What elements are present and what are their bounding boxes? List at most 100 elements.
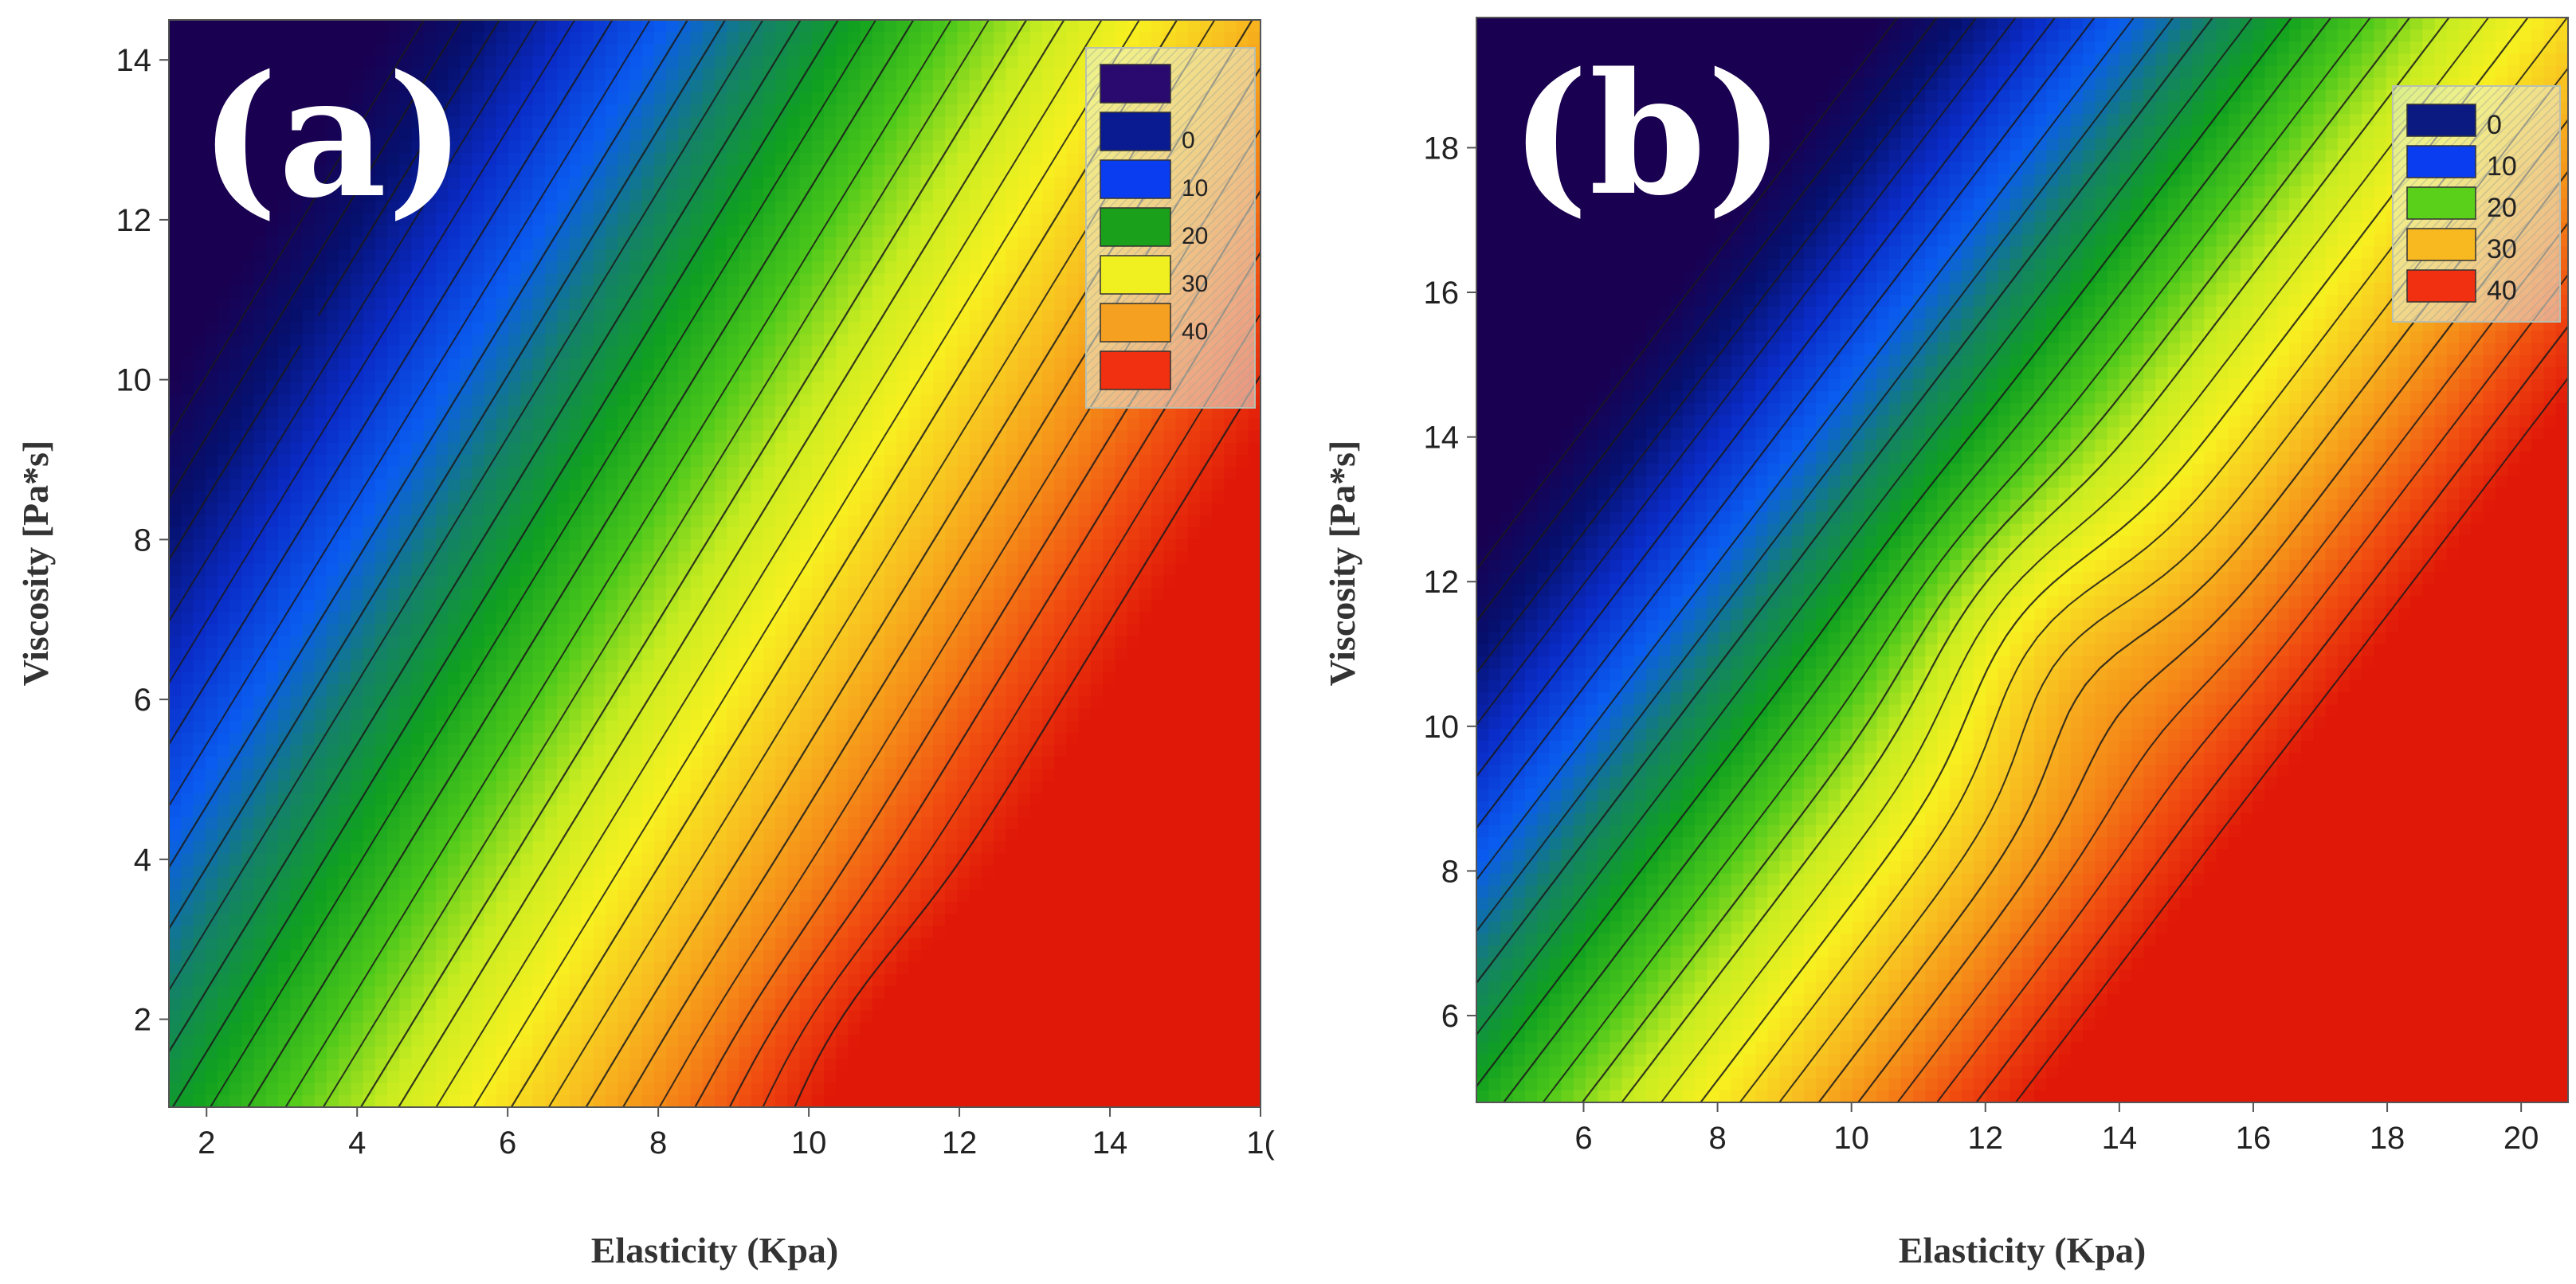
heat-cell xyxy=(824,442,837,456)
heat-cell xyxy=(217,189,230,202)
heat-cell xyxy=(314,152,327,166)
heat-cell xyxy=(205,708,218,722)
heat-cell xyxy=(484,310,497,323)
heat-cell xyxy=(278,708,292,722)
heat-cell xyxy=(181,1035,194,1047)
heat-cell xyxy=(824,128,837,142)
heat-cell xyxy=(484,793,497,806)
heat-cell xyxy=(836,152,849,166)
heat-cell xyxy=(435,829,449,843)
heat-cell xyxy=(653,334,667,347)
heat-cell xyxy=(593,104,606,118)
heat-cell xyxy=(205,962,218,975)
heat-cell xyxy=(606,455,619,468)
heat-cell xyxy=(544,261,558,275)
heat-cell xyxy=(763,442,776,456)
heat-cell xyxy=(253,382,267,395)
heat-cell xyxy=(169,793,182,806)
heat-cell xyxy=(484,612,497,625)
heat-cell xyxy=(302,370,316,383)
heat-cell xyxy=(727,92,740,105)
heat-cell xyxy=(629,358,643,371)
heat-cell xyxy=(751,804,764,818)
heat-cell xyxy=(787,624,801,637)
heat-cell xyxy=(666,974,680,988)
heat-cell xyxy=(374,926,388,939)
heat-cell xyxy=(581,128,594,142)
heat-cell xyxy=(484,116,497,130)
heat-cell xyxy=(241,189,255,202)
heat-cell xyxy=(193,672,206,685)
heat-cell xyxy=(739,297,752,311)
heat-cell xyxy=(193,177,206,190)
heat-cell xyxy=(229,612,243,625)
heat-cell xyxy=(824,201,837,214)
heat-cell xyxy=(508,575,522,589)
heat-cell xyxy=(653,467,667,480)
heat-cell xyxy=(715,660,728,673)
heat-cell xyxy=(836,104,849,118)
heat-cell xyxy=(302,732,316,746)
heat-cell xyxy=(836,539,849,553)
heat-cell xyxy=(641,587,655,601)
heat-cell xyxy=(399,1047,413,1060)
heat-cell xyxy=(824,660,837,673)
heat-cell xyxy=(811,926,825,939)
heat-cell xyxy=(351,104,364,118)
heat-cell xyxy=(339,406,352,420)
heat-cell xyxy=(557,418,570,432)
heat-cell xyxy=(241,467,255,480)
heat-cell xyxy=(544,865,558,879)
heat-cell xyxy=(811,394,825,408)
heat-cell xyxy=(363,926,376,939)
heat-cell xyxy=(751,865,764,879)
heat-cell xyxy=(508,551,522,565)
heat-cell xyxy=(727,479,740,492)
heat-cell xyxy=(472,515,485,528)
heat-cell xyxy=(169,116,182,130)
heat-cell xyxy=(508,563,522,577)
heat-cell xyxy=(787,865,801,879)
heat-cell xyxy=(169,273,182,287)
heat-cell xyxy=(241,92,255,105)
heat-cell xyxy=(508,745,522,757)
heat-cell xyxy=(727,539,740,553)
heat-cell xyxy=(193,68,206,81)
heat-cell xyxy=(666,865,680,879)
heat-cell xyxy=(363,20,376,33)
heat-cell xyxy=(569,1022,582,1035)
heat-cell xyxy=(496,829,510,843)
heat-cell xyxy=(799,1010,813,1024)
heat-cell xyxy=(241,418,255,432)
heat-cell xyxy=(339,44,352,57)
heat-cell xyxy=(229,1035,243,1047)
heat-cell xyxy=(799,44,813,57)
heat-cell xyxy=(799,986,813,1000)
heat-cell xyxy=(508,949,522,963)
heat-cell xyxy=(339,394,352,408)
heat-cell xyxy=(751,310,764,323)
heat-cell xyxy=(302,92,316,105)
heat-cell xyxy=(727,781,740,794)
heat-cell xyxy=(775,684,789,698)
heat-cell xyxy=(618,20,631,33)
heat-cell xyxy=(314,745,327,757)
heat-cell xyxy=(641,1082,655,1096)
heat-cell xyxy=(775,817,789,830)
heat-cell xyxy=(169,1082,182,1096)
heat-cell xyxy=(169,334,182,347)
heat-cell xyxy=(715,128,728,142)
heat-cell xyxy=(265,974,279,988)
heat-cell xyxy=(799,213,813,226)
heat-cell xyxy=(629,684,643,698)
heat-cell xyxy=(715,732,728,746)
heat-cell xyxy=(374,370,388,383)
heat-cell xyxy=(836,32,849,45)
heat-cell xyxy=(557,382,570,395)
heat-cell xyxy=(666,732,680,746)
heat-cell xyxy=(484,503,497,516)
heat-cell xyxy=(326,442,339,456)
heat-cell xyxy=(205,201,218,214)
heat-cell xyxy=(205,804,218,818)
heat-cell xyxy=(557,442,570,456)
